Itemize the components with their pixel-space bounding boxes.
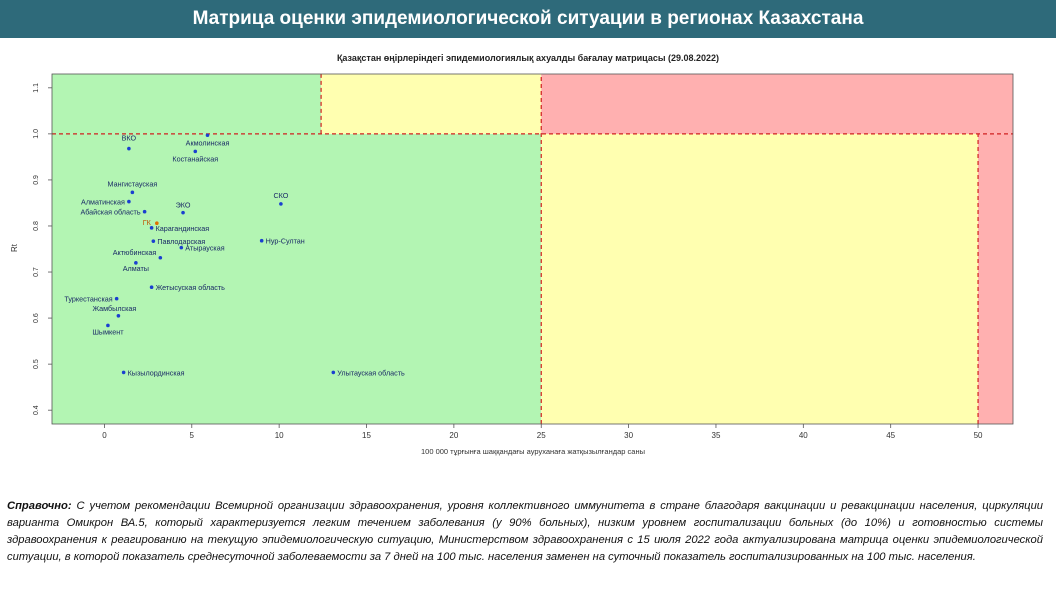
x-tick-label: 30 [624,431,633,440]
point-label: Улытауская область [337,368,405,377]
x-tick-label: 10 [275,431,284,440]
data-point [116,313,121,318]
y-tick-label: 0.8 [33,221,40,231]
data-point [279,202,283,206]
point-label: Жетысуская область [156,283,226,292]
point-label: Атырауская [185,244,224,253]
point-label: СКО [273,191,288,200]
point-label: Мангистауская [108,179,158,188]
y-tick-label: 0.5 [33,359,40,369]
y-tick-label: 0.7 [33,267,40,277]
data-point [127,146,131,151]
point-label: Туркестанская [64,295,112,304]
point-label: Алматинская [81,198,125,207]
risk-zone [52,74,322,134]
x-tick-label: 25 [537,431,546,440]
data-point [149,226,154,230]
data-point [205,133,210,138]
page-title: Матрица оценки эпидемиологической ситуац… [192,8,864,29]
x-tick-label: 15 [362,431,371,440]
risk-zone [541,133,979,425]
risk-zone [541,74,1013,134]
data-point [259,238,264,243]
x-tick-label: 5 [190,431,195,440]
data-point [151,239,156,243]
data-point [130,190,135,195]
point-label: ВКО [122,134,137,143]
point-label: Жамбылская [92,304,136,313]
point-label: Кызылординская [128,368,185,377]
point-label: ГК [143,218,152,227]
x-axis-label: 100 000 тұрғынға шаққандағы ауруханаға ж… [421,447,645,456]
point-label: Костанайская [172,154,218,163]
data-point [149,285,154,290]
x-tick-label: 35 [712,431,721,440]
point-label: Нур-Султан [266,237,305,246]
data-point [114,296,119,301]
point-label: Карагандинская [156,224,210,233]
y-tick-label: 0.6 [33,313,40,323]
data-point [127,199,131,204]
data-point [179,245,184,250]
point-label: Алматы [123,264,149,273]
x-tick-label: 40 [799,431,808,440]
data-point [134,261,138,265]
point-label: Абайская область [80,208,140,217]
y-tick-label: 0.4 [33,405,40,415]
reference-note: Справочно: С учетом рекомендации Всемирн… [7,498,1043,566]
point-label: Шымкент [92,327,124,336]
risk-zone [321,74,542,134]
note-text: С учетом рекомендации Всемирной организа… [7,500,1044,563]
risk-zone [52,133,542,425]
point-label: Актюбинская [113,248,157,257]
data-point [158,255,163,260]
chart-title: Қазақстан өңірлеріндегі эпидемиологиялық… [336,53,720,63]
data-point [155,221,159,226]
data-point [142,209,147,214]
header-banner: Матрица оценки эпидемиологической ситуац… [0,0,1056,38]
data-point [121,370,126,375]
y-tick-label: 0.9 [33,175,40,185]
data-point [106,323,110,328]
y-tick-label: 1.0 [33,129,40,139]
x-tick-label: 45 [886,431,895,440]
x-tick-label: 20 [449,431,458,440]
point-label: ЭКО [176,201,191,210]
data-point [181,210,185,215]
y-tick-label: 1.1 [33,83,40,93]
note-label: Справочно: [7,500,72,512]
point-label: Акмолинская [186,138,230,147]
data-point [331,370,336,375]
data-point [193,149,198,154]
plot-frame [51,73,1014,425]
y-axis-label: Rt [10,243,19,252]
risk-zone [978,133,1013,425]
point-label: Павлодарская [157,237,205,246]
scatter-chart: 0 5 10 15 20 25 30 35 40 45 50 0.4 0.5 0.6 0.7 0.8 0.9 1.… [10,73,1014,456]
x-tick-label: 50 [974,431,983,440]
x-tick-label: 0 [102,431,107,440]
